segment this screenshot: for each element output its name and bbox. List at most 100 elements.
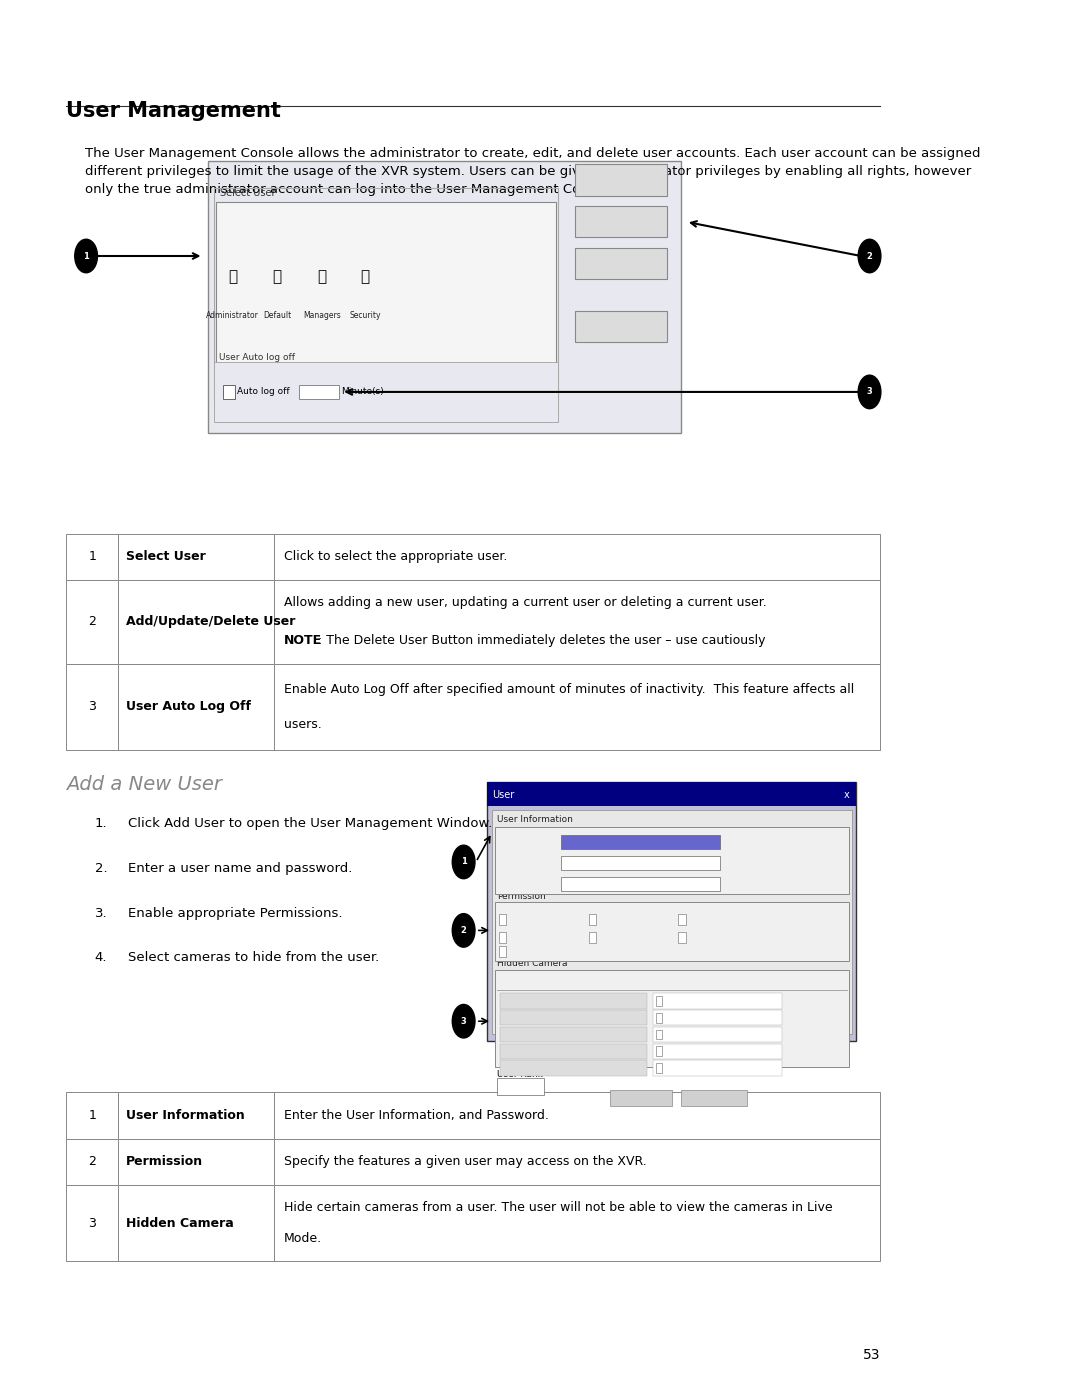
Text: 5: 5 (329, 387, 335, 397)
Text: Default: Default (264, 312, 292, 320)
Text: 1: 1 (89, 1109, 96, 1122)
Text: Hidden: Hidden (667, 1030, 694, 1038)
Text: 2.: 2. (95, 862, 107, 875)
Text: Hide certain cameras from a user. The user will not be able to view the cameras : Hide certain cameras from a user. The us… (284, 1201, 833, 1214)
FancyBboxPatch shape (495, 970, 849, 1067)
FancyBboxPatch shape (119, 1092, 274, 1139)
FancyBboxPatch shape (681, 1090, 747, 1106)
Text: Add User: Add User (599, 175, 643, 184)
Text: ✔: ✔ (499, 916, 505, 922)
Text: User Information: User Information (126, 1109, 244, 1122)
Text: User Rank: User Rank (497, 1070, 542, 1078)
FancyBboxPatch shape (66, 580, 119, 664)
Text: Security: Security (350, 312, 381, 320)
Text: Managers: Managers (302, 312, 340, 320)
FancyBboxPatch shape (274, 534, 880, 580)
Text: Setup: Setup (599, 915, 621, 923)
FancyBboxPatch shape (562, 877, 719, 891)
FancyBboxPatch shape (208, 161, 681, 433)
Text: User Information: User Information (497, 816, 572, 824)
Text: 🔑: 🔑 (361, 268, 369, 284)
Text: Hidden Camera: Hidden Camera (497, 960, 567, 968)
Text: Hidden: Hidden (667, 1046, 694, 1055)
FancyBboxPatch shape (495, 827, 849, 894)
Text: Specify the features a given user may access on the XVR.: Specify the features a given user may ac… (284, 1155, 647, 1168)
Text: Auto log off: Auto log off (238, 387, 291, 397)
Text: Add a New User: Add a New User (66, 775, 222, 795)
Text: Allows adding a new user, updating a current user or deleting a current user.: Allows adding a new user, updating a cur… (284, 597, 767, 609)
FancyBboxPatch shape (499, 932, 507, 943)
FancyBboxPatch shape (497, 1078, 544, 1095)
Text: 3: 3 (89, 1217, 96, 1229)
FancyBboxPatch shape (500, 1044, 647, 1059)
FancyBboxPatch shape (500, 993, 647, 1009)
Text: 1.: 1. (95, 817, 107, 830)
FancyBboxPatch shape (678, 932, 686, 943)
Text: Shutdown: Shutdown (599, 933, 637, 942)
FancyBboxPatch shape (575, 249, 667, 279)
Text: 🔑: 🔑 (318, 268, 326, 284)
Text: Hidden: Hidden (667, 1013, 694, 1021)
Text: Permission: Permission (497, 893, 545, 901)
FancyBboxPatch shape (656, 1013, 662, 1023)
Text: 3.: 3. (95, 907, 107, 919)
FancyBboxPatch shape (66, 1139, 119, 1185)
Text: The User Management Console allows the administrator to create, edit, and delete: The User Management Console allows the a… (85, 147, 981, 196)
Text: User Management: User Management (66, 101, 281, 120)
FancyBboxPatch shape (66, 534, 119, 580)
Circle shape (453, 914, 475, 947)
Text: : The Delete User Button immediately deletes the user – use cautiously: : The Delete User Button immediately del… (318, 634, 766, 647)
FancyBboxPatch shape (562, 856, 719, 870)
Text: User Name: User Name (500, 838, 542, 847)
Circle shape (453, 1004, 475, 1038)
Text: Enter a user name and password.: Enter a user name and password. (127, 862, 352, 875)
FancyBboxPatch shape (656, 1063, 662, 1073)
Text: Relay Out: Relay Out (689, 933, 726, 942)
Text: Select User: Select User (220, 187, 276, 198)
Text: Instant Recording: Instant Recording (509, 947, 577, 956)
Text: Enable appropriate Permissions.: Enable appropriate Permissions. (127, 907, 342, 919)
Text: User Auto log off: User Auto log off (218, 353, 295, 362)
Text: 4.: 4. (95, 951, 107, 964)
Text: 2: 2 (461, 926, 467, 935)
FancyBboxPatch shape (499, 914, 507, 925)
FancyBboxPatch shape (499, 946, 507, 957)
Text: ✔: ✔ (679, 935, 685, 940)
FancyBboxPatch shape (119, 534, 274, 580)
Text: 2: 2 (866, 251, 873, 260)
FancyBboxPatch shape (656, 1046, 662, 1056)
Text: ✔: ✔ (679, 916, 685, 922)
Text: Exit: Exit (611, 321, 630, 331)
Text: Password: Password (500, 859, 536, 868)
Text: Confirm Password: Confirm Password (500, 880, 568, 888)
Text: Enter the User Information, and Password.: Enter the User Information, and Password… (284, 1109, 549, 1122)
FancyBboxPatch shape (119, 664, 274, 750)
Text: Default: Default (564, 838, 592, 847)
Text: Mode.: Mode. (284, 1232, 322, 1245)
Text: Administrator: Administrator (206, 312, 259, 320)
FancyBboxPatch shape (589, 932, 596, 943)
FancyBboxPatch shape (274, 1185, 880, 1261)
Text: Delete User: Delete User (592, 258, 650, 268)
Text: 3: 3 (461, 1017, 467, 1025)
Text: Select User: Select User (126, 550, 205, 563)
FancyBboxPatch shape (119, 580, 274, 664)
Text: Pan/Tilt: Pan/Tilt (689, 915, 717, 923)
FancyBboxPatch shape (575, 312, 667, 342)
FancyBboxPatch shape (500, 1060, 647, 1076)
Text: 1: 1 (83, 251, 89, 260)
FancyBboxPatch shape (575, 165, 667, 196)
FancyBboxPatch shape (652, 1027, 782, 1042)
Text: Backup: Backup (509, 933, 537, 942)
FancyBboxPatch shape (274, 580, 880, 664)
Text: Minute(s): Minute(s) (341, 387, 384, 397)
Text: 2: 2 (89, 615, 96, 629)
Text: Enable Auto Log Off after specified amount of minutes of inactivity.  This featu: Enable Auto Log Off after specified amou… (284, 683, 854, 696)
Text: Update User: Update User (591, 217, 651, 226)
FancyBboxPatch shape (492, 810, 851, 1034)
Text: 1: 1 (89, 550, 96, 563)
FancyBboxPatch shape (610, 1090, 672, 1106)
Text: users.: users. (284, 718, 322, 731)
Text: NOTE: NOTE (284, 634, 322, 647)
Text: Camera 1: Camera 1 (544, 996, 581, 1004)
